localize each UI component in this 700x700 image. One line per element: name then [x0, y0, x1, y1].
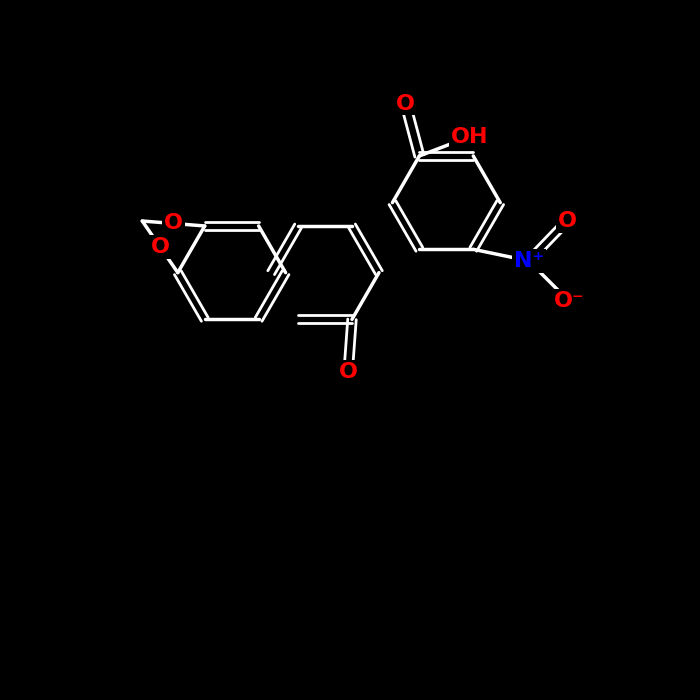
Text: N⁺: N⁺	[514, 251, 544, 271]
Text: O⁻: O⁻	[554, 291, 584, 311]
Text: O: O	[558, 211, 577, 231]
Text: O: O	[339, 362, 358, 382]
Text: O: O	[396, 94, 415, 113]
Text: OH: OH	[451, 127, 488, 147]
Text: O: O	[150, 237, 169, 257]
Text: O: O	[164, 214, 183, 234]
